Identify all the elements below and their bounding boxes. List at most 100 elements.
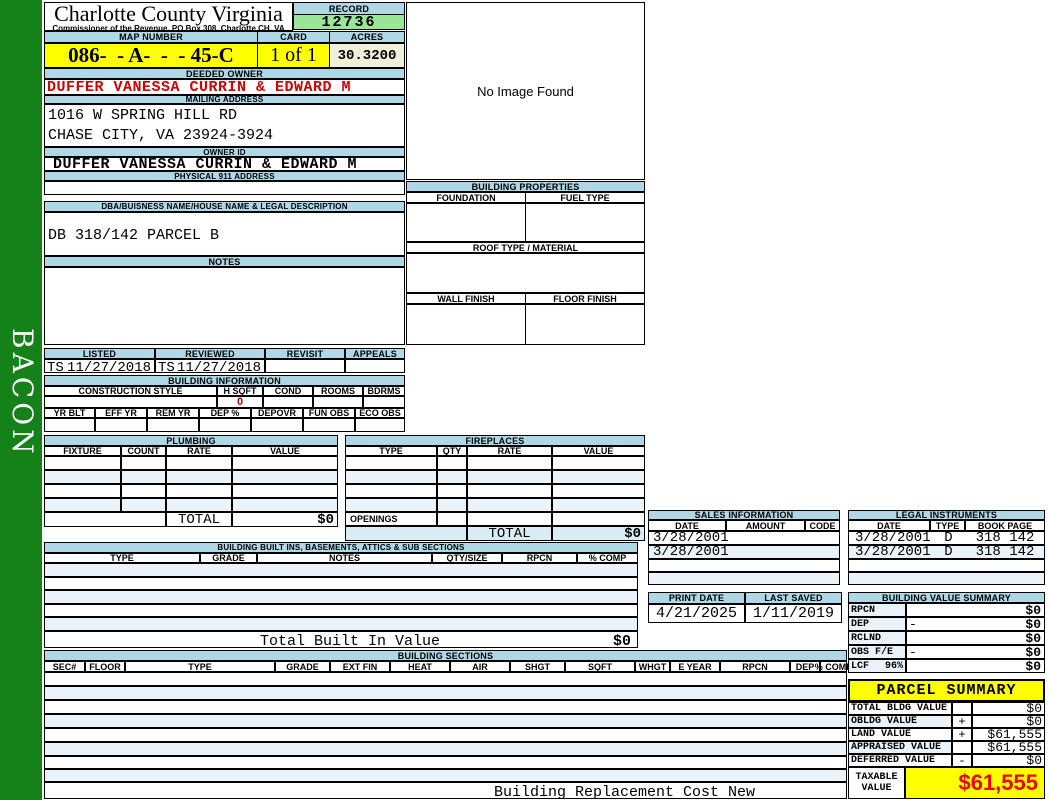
legal-row: 3/28/2001 D 318 142 bbox=[848, 530, 1045, 546]
builtins-row bbox=[44, 577, 638, 590]
builtins-total-row: Total Built In Value $0 bbox=[44, 631, 638, 650]
county-header: Charlotte County Virginia Commissioner o… bbox=[44, 2, 293, 33]
physical-address-value bbox=[44, 181, 405, 195]
reviewed-date: 11/27/2018 bbox=[176, 360, 261, 376]
plumbing-total-row: TOTAL $0 bbox=[44, 512, 338, 528]
sales-col-code: CODE bbox=[805, 520, 840, 531]
card-header: CARD bbox=[257, 31, 330, 43]
vs-value: $0 bbox=[1025, 602, 1041, 618]
plumbing-row bbox=[44, 498, 338, 512]
value-summary-row: RPCN $0 bbox=[848, 602, 1045, 618]
sections-col-air: AIR bbox=[450, 661, 510, 672]
ps-value: $61,555 bbox=[972, 727, 1045, 742]
builtins-col-rpcn: RPCN bbox=[502, 553, 577, 563]
mailing-address-header: MAILING ADDRESS bbox=[44, 95, 405, 104]
building-properties-header: BUILDING PROPERTIES bbox=[406, 181, 645, 192]
legal-row bbox=[848, 572, 1045, 585]
effyr-value bbox=[95, 418, 147, 432]
legal-header: LEGAL INSTRUMENTS bbox=[848, 510, 1045, 520]
ps-op bbox=[952, 741, 972, 754]
listed-date: 11/27/2018 bbox=[66, 360, 151, 376]
value-summary-row: LCF 96% $0 bbox=[848, 659, 1045, 674]
ecoobs-value bbox=[355, 418, 405, 432]
sales-row: 3/28/2001 bbox=[648, 544, 840, 560]
ps-label: TOTAL BLDG VALUE bbox=[848, 702, 952, 715]
builtins-col-grade: GRADE bbox=[200, 553, 257, 563]
map-number-header: MAP NUMBER bbox=[44, 31, 258, 43]
builtins-row bbox=[44, 617, 638, 631]
builtins-row bbox=[44, 590, 638, 604]
plumbing-row bbox=[44, 484, 338, 498]
sections-col-rpcn: RPCN bbox=[720, 661, 790, 672]
legal-date: 3/28/2001 bbox=[855, 530, 931, 546]
sections-row bbox=[44, 700, 847, 714]
foundation-header: FOUNDATION bbox=[406, 192, 526, 203]
plumbing-row bbox=[44, 456, 338, 470]
rooms-value bbox=[313, 396, 363, 408]
deppct-value bbox=[199, 418, 251, 432]
construction-style-header: CONSTRUCTION STYLE bbox=[44, 386, 217, 396]
yrblt-value bbox=[44, 418, 95, 432]
floorfinish-header: FLOOR FINISH bbox=[525, 293, 645, 304]
plumbing-total-value: $0 bbox=[232, 512, 338, 528]
effyr-header: EFF YR bbox=[95, 408, 147, 418]
hsqft-value: 0 bbox=[217, 396, 263, 408]
last-saved-value: 1/11/2019 bbox=[745, 604, 842, 623]
fireplaces-total-label: TOTAL bbox=[467, 526, 552, 542]
fireplaces-col-rate: RATE bbox=[467, 446, 552, 456]
vs-label: DEP bbox=[851, 618, 870, 630]
sections-col-type: TYPE bbox=[125, 661, 275, 672]
vs-op: - bbox=[909, 644, 917, 660]
vs-label: RPCN bbox=[851, 604, 876, 616]
sales-col-amount: AMOUNT bbox=[726, 520, 805, 531]
vs-label: OBS F/E bbox=[851, 646, 894, 658]
sections-col-grade: GRADE bbox=[275, 661, 330, 672]
sections-col-comp: % COMP bbox=[814, 661, 853, 672]
sections-row bbox=[44, 742, 847, 756]
appeals-value bbox=[345, 359, 405, 373]
parcel-summary-row: APPRAISED VALUE $61,555 bbox=[848, 740, 1045, 755]
ps-value: $0 bbox=[972, 701, 1045, 716]
sidebar-label: BACON bbox=[6, 328, 39, 458]
sections-col-sec: SEC# bbox=[44, 661, 85, 672]
print-date-header: PRINT DATE bbox=[648, 592, 745, 604]
remyr-header: REM YR bbox=[147, 408, 199, 418]
sections-row bbox=[44, 756, 847, 769]
vs-value: $0 bbox=[1025, 630, 1041, 646]
floorfinish-value bbox=[525, 304, 645, 345]
sections-row bbox=[44, 686, 847, 700]
ps-op: - bbox=[952, 754, 972, 768]
vs-op: - bbox=[909, 616, 917, 632]
legal-date: 3/28/2001 bbox=[855, 544, 931, 560]
mailing-line2: CHASE CITY, VA 23924-3924 bbox=[48, 127, 274, 144]
ps-value: $61,555 bbox=[972, 740, 1045, 755]
depovr-header: DEPOVR bbox=[251, 408, 303, 418]
physical-address-header: PHYSICAL 911 ADDRESS bbox=[44, 171, 405, 181]
fireplaces-openings-label: OPENINGS bbox=[345, 512, 437, 526]
parcel-summary-row: TOTAL BLDG VALUE $0 bbox=[848, 701, 1045, 716]
plumbing-col-rate: RATE bbox=[166, 446, 232, 456]
sections-col-sqft: SQFT bbox=[565, 661, 635, 672]
plumbing-row bbox=[44, 470, 338, 484]
plumbing-col-value: VALUE bbox=[232, 446, 338, 456]
owner-id-value: DUFFER VANESSA CURRIN & EDWARD M bbox=[44, 156, 405, 173]
yrblt-header: YR BLT bbox=[44, 408, 95, 418]
vs-value: $0 bbox=[1025, 616, 1041, 632]
fireplaces-row bbox=[345, 498, 645, 512]
remyr-value bbox=[147, 418, 199, 432]
builtins-col-qtysize: QTY/SIZE bbox=[432, 553, 502, 563]
sections-row bbox=[44, 672, 847, 686]
reviewed-by: TS bbox=[158, 360, 175, 376]
sections-col-eyear: E YEAR bbox=[670, 661, 720, 672]
value-summary-row: DEP - $0 bbox=[848, 616, 1045, 632]
sales-header: SALES INFORMATION bbox=[648, 510, 840, 520]
map-number-value: 086- - A- - - 45-C bbox=[44, 43, 258, 68]
ecoobs-header: ECO OBS bbox=[355, 408, 405, 418]
ps-value: $0 bbox=[972, 714, 1045, 729]
parcel-summary-header: PARCEL SUMMARY bbox=[848, 679, 1045, 702]
acres-value: 30.3200 bbox=[329, 43, 405, 68]
reviewed-value: TS 11/27/2018 bbox=[155, 359, 265, 376]
deeded-owner-header: DEEDED OWNER bbox=[44, 68, 405, 79]
fireplaces-col-type: TYPE bbox=[345, 446, 437, 456]
